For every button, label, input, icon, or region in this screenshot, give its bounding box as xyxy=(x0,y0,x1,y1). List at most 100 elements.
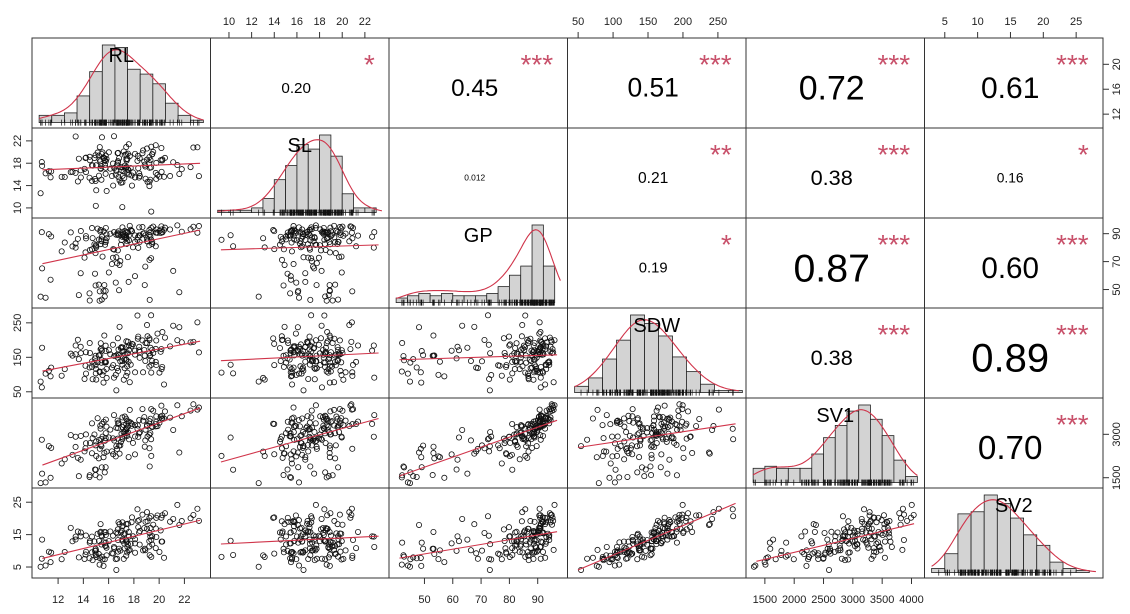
significance-stars: * xyxy=(364,49,375,80)
hist-bar-sdw xyxy=(658,335,673,394)
scatter-point xyxy=(525,525,532,532)
scatter-point xyxy=(58,460,65,467)
scatter-point xyxy=(730,436,737,443)
scatter-point xyxy=(290,261,297,268)
scatter-point xyxy=(148,312,155,319)
scatter-point xyxy=(660,519,667,526)
scatter-point xyxy=(809,540,816,547)
scatter-point xyxy=(812,521,819,528)
scatter-point xyxy=(82,233,89,240)
scatter-point xyxy=(551,402,558,409)
scatter-point xyxy=(280,282,287,289)
scatter-point xyxy=(100,288,107,295)
scatter-point xyxy=(134,518,141,525)
scatter-point xyxy=(659,414,666,421)
scatter-point xyxy=(82,431,89,438)
tick-label: 70 xyxy=(1111,255,1123,267)
hist-bar-sv1 xyxy=(799,467,813,483)
scatter-point xyxy=(762,561,769,568)
scatter-point xyxy=(836,542,843,549)
scatter-point xyxy=(629,406,636,413)
tick-label: 22 xyxy=(12,135,24,147)
scatter-point xyxy=(536,512,543,519)
scatter-point xyxy=(290,414,297,421)
scatter-point xyxy=(45,168,52,175)
scatter-point xyxy=(801,551,808,558)
scatter-point xyxy=(325,356,332,363)
scatter-point xyxy=(86,290,93,297)
scatter-point xyxy=(81,448,88,455)
scatter-point xyxy=(481,529,488,536)
scatter-point xyxy=(128,343,135,350)
scatter-point xyxy=(38,229,45,236)
scatter-point xyxy=(348,406,355,413)
scatter-point xyxy=(103,235,110,242)
scatter-point xyxy=(287,529,294,536)
scatter-point xyxy=(398,368,405,375)
scatter-point xyxy=(888,543,895,550)
correlation-value: 0.21 xyxy=(638,170,668,187)
scatter-point xyxy=(332,455,339,462)
scatter-point xyxy=(342,547,349,554)
scatter-point xyxy=(123,552,130,559)
scatter-point xyxy=(102,532,109,539)
scatter-sdw-vs-rl xyxy=(37,312,202,394)
scatter-sl-vs-rl xyxy=(37,133,202,215)
scatter-point xyxy=(319,347,326,354)
scatter-point xyxy=(92,362,99,369)
scatter-point xyxy=(338,269,345,276)
scatter-point xyxy=(525,552,532,559)
scatter-point xyxy=(589,554,596,561)
density-sl xyxy=(217,139,383,212)
scatter-point xyxy=(110,182,117,189)
scatter-point xyxy=(83,235,90,242)
scatter-point xyxy=(132,433,139,440)
scatter-point xyxy=(255,293,262,300)
scatter-point xyxy=(834,529,841,536)
hist-bar-sl xyxy=(330,155,343,213)
scatter-point xyxy=(124,418,131,425)
scatter-point xyxy=(42,562,49,569)
scatter-point xyxy=(152,358,159,365)
scatter-point xyxy=(98,347,105,354)
scatter-point xyxy=(525,448,532,455)
scatter-point xyxy=(255,480,262,487)
scatter-point xyxy=(230,466,237,473)
scatter-point xyxy=(601,448,608,455)
scatter-point xyxy=(335,296,342,303)
scatter-point xyxy=(127,226,134,233)
scatter-point xyxy=(636,442,643,449)
scatter-point xyxy=(617,548,624,555)
scatter-point xyxy=(153,337,160,344)
scatter-point xyxy=(287,290,294,297)
hist-bar-sv2 xyxy=(1075,570,1090,573)
scatter-point xyxy=(74,336,81,343)
scatter-point xyxy=(102,435,109,442)
scatter-point xyxy=(148,513,155,520)
scatter-point xyxy=(129,514,136,521)
scatter-point xyxy=(271,451,278,458)
scatter-point xyxy=(335,464,342,471)
scatter-point xyxy=(149,151,156,158)
scatter-point xyxy=(522,506,529,513)
scatter-point xyxy=(74,235,81,242)
scatter-sv1-vs-gp xyxy=(398,401,558,487)
scatter-point xyxy=(400,353,407,360)
scatter-point xyxy=(416,521,423,528)
scatter-point xyxy=(136,172,143,179)
correlation-value: 0.61 xyxy=(981,72,1039,105)
scatter-point xyxy=(417,369,424,376)
scatter-point xyxy=(528,420,535,427)
scatter-point xyxy=(38,384,45,391)
scatter-point xyxy=(519,509,526,516)
hist-bar-sdw xyxy=(686,371,701,394)
scatter-point xyxy=(413,364,420,371)
scatter-point xyxy=(98,163,105,170)
scatter-point xyxy=(506,524,513,531)
scatter-point xyxy=(825,548,832,555)
scatter-point xyxy=(114,159,121,166)
scatter-point xyxy=(115,537,122,544)
scatter-point xyxy=(766,539,773,546)
scatter-point xyxy=(659,430,666,437)
density-sv2 xyxy=(931,499,1096,573)
